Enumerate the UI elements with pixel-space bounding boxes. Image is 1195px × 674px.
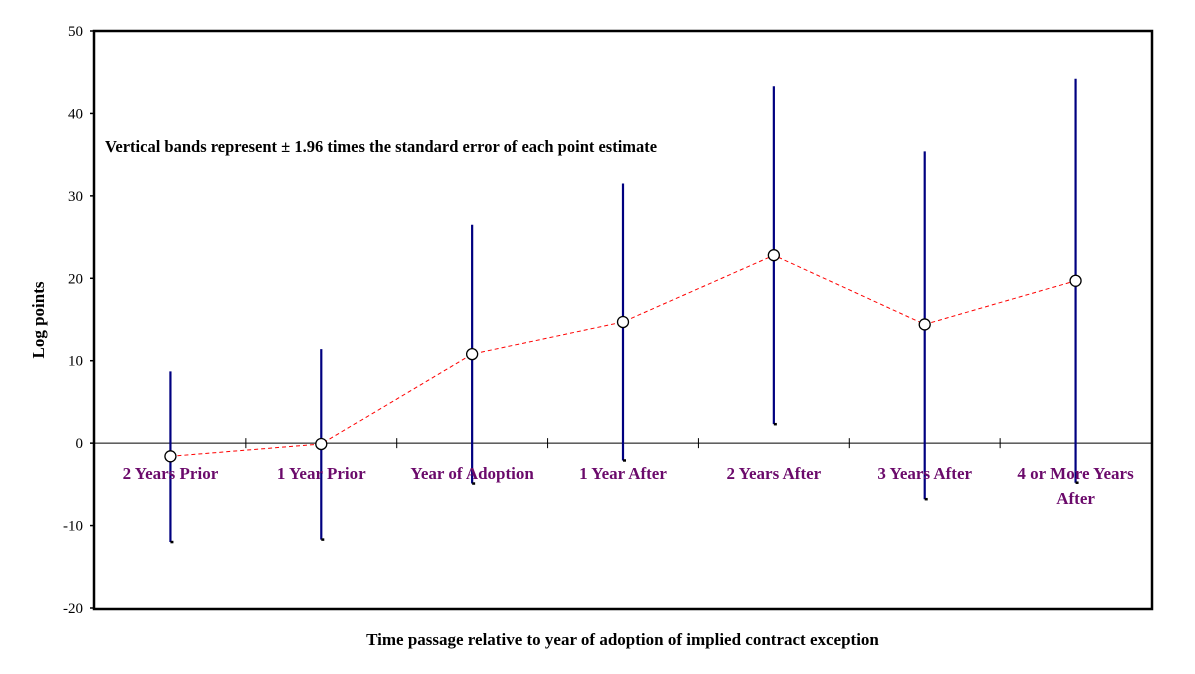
y-tick-label: 50: [68, 24, 83, 40]
x-category-label: 1 Year After: [579, 464, 667, 483]
error-band-annotation: Vertical bands represent ± 1.96 times th…: [105, 137, 657, 156]
x-category-label: 3 Years After: [877, 464, 972, 483]
data-point: [164, 450, 177, 463]
x-category-label: 1 Year Prior: [277, 464, 366, 483]
data-point: [918, 318, 931, 331]
y-axis-label: Log points: [29, 281, 48, 358]
y-tick-label: 20: [68, 271, 83, 287]
x-category-label: After: [1056, 489, 1095, 508]
y-tick-label: 40: [68, 106, 83, 122]
y-tick-label: -20: [63, 601, 83, 617]
x-category-label: 2 Years Prior: [123, 464, 219, 483]
data-point: [315, 437, 328, 451]
data-point: [767, 249, 781, 262]
data-point: [465, 347, 479, 361]
point-markers: [164, 249, 1082, 463]
x-axis-label: Time passage relative to year of adoptio…: [366, 630, 879, 649]
y-tick-label: -10: [63, 519, 83, 535]
x-category-label: 2 Years After: [726, 464, 821, 483]
y-tick-label: 10: [68, 354, 83, 370]
data-point: [616, 315, 630, 329]
x-category-label: 4 or More Years: [1017, 464, 1134, 483]
y-tick-label: 0: [76, 436, 84, 452]
y-tick-label: 30: [68, 189, 83, 205]
data-point: [1069, 274, 1082, 287]
y-axis-ticks: -20 -10 0 10 20 30 40 50: [63, 24, 95, 617]
x-category-label: Year of Adoption: [410, 464, 534, 483]
plot-area-frame: [92, 29, 1154, 611]
category-labels: 2 Years Prior 1 Year Prior Year of Adoptio…: [123, 464, 1135, 508]
